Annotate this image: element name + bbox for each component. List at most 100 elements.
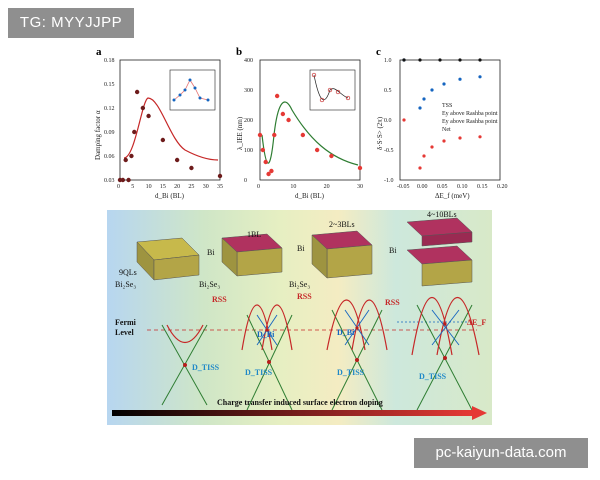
- bi-label-2: Bi: [207, 248, 215, 257]
- data-point: [442, 82, 446, 86]
- watermark-bottom: pc-kaiyun-data.com: [414, 438, 588, 468]
- data-point: [146, 113, 151, 119]
- data-point: [269, 168, 274, 174]
- stage-2-3bl: 2~3BLs: [329, 220, 355, 229]
- dtiss-label-2: D_TISS: [245, 368, 273, 377]
- y-tick-label: 0.12: [104, 106, 115, 112]
- data-point: [418, 58, 422, 62]
- fermi-label: Fermi: [115, 318, 136, 327]
- legend-ey1: Ey above Rashba point: [442, 111, 498, 117]
- dbi-label-2: D_Bi: [337, 328, 355, 337]
- dtiss-label-1: D_TISS: [192, 363, 220, 372]
- schematic-caption: Charge transfer induced surface electron…: [217, 398, 383, 407]
- x-tick-label: -0.05: [397, 184, 410, 190]
- x-tick-label: 20: [174, 184, 180, 190]
- y-tick-label: -0.5: [384, 148, 394, 154]
- data-point: [422, 97, 426, 101]
- data-point: [257, 132, 263, 138]
- bi-label-4: Bi: [389, 246, 397, 255]
- data-point: [126, 177, 131, 183]
- y-tick-label: 0.18: [104, 58, 115, 64]
- data-point: [260, 147, 266, 153]
- y-tick-label: 0.06: [104, 154, 115, 160]
- data-point: [272, 132, 277, 138]
- data-point: [280, 111, 286, 117]
- data-point: [442, 139, 446, 143]
- data-point: [402, 58, 406, 62]
- inset-a: [169, 69, 216, 111]
- panel-c-label: c: [376, 46, 381, 58]
- slab-stack-2: [221, 233, 283, 277]
- data-point: [478, 135, 482, 139]
- data-point: [438, 58, 442, 62]
- data-point: [286, 117, 291, 123]
- rss-label-2: RSS: [297, 292, 312, 301]
- bi-label-3: Bi: [297, 244, 305, 253]
- data-point: [132, 129, 137, 135]
- dbi-label-1: D_Bi: [257, 330, 275, 339]
- slab-stack-1: [136, 237, 200, 281]
- x-tick-label: 0.10: [457, 184, 468, 190]
- data-point: [123, 157, 128, 163]
- y-tick-label: 400: [244, 58, 253, 64]
- bi2se3-label-3: Bi₂Se₃: [289, 280, 311, 289]
- schematic-panel: 9QLs 1BL 2~3BLs 4~10BLs Bi₂Se₃ Bi₂Se₃ Bi…: [107, 210, 492, 425]
- slab-stack-3: [311, 230, 373, 279]
- doping-arrow: [112, 410, 472, 416]
- data-point: [266, 171, 271, 177]
- panel-a: a Damping factor α d_Bi (BL) 0 5 10 15 20 25 3…: [90, 40, 230, 205]
- data-point: [458, 58, 462, 62]
- panel-b-chart: λ_IEE (nm) d_Bi (BL) 0 10 20 30010020030040…: [236, 58, 363, 200]
- y-tick-label: 0.03: [104, 178, 115, 184]
- b-ylabel: λ_IEE (nm): [236, 116, 244, 150]
- x-tick-label: 25: [188, 184, 194, 190]
- x-tick-label: 5: [131, 184, 134, 190]
- y-tick-label: 0.09: [104, 130, 115, 136]
- data-point: [430, 88, 434, 92]
- dtiss-label-4: D_TISS: [419, 372, 447, 381]
- rss-label-3: RSS: [385, 298, 400, 307]
- data-point: [274, 93, 280, 99]
- x-tick-label: 0.05: [437, 184, 448, 190]
- panel-a-label: a: [96, 46, 102, 58]
- data-point: [430, 145, 434, 149]
- x-tick-label: 35: [217, 184, 223, 190]
- data-point: [418, 166, 422, 170]
- bi2se3-label-2: Bi₂Se₃: [199, 280, 221, 289]
- c-xlabel: ΔE_f (meV): [435, 192, 470, 200]
- data-point: [174, 157, 180, 163]
- panel-b: b λ_IEE (nm) d_Bi (BL) 0 10 20 30 0 100 200 300…: [230, 40, 370, 205]
- data-point: [458, 77, 462, 81]
- panel-c: c TSS Ey above Rashba point Ey above Ras…: [370, 40, 510, 205]
- watermark-top: TG: MYYJJPP: [8, 8, 134, 38]
- inset-b: [309, 69, 356, 111]
- slab-stack-4: [406, 217, 473, 287]
- delta-ef-label: ΔE_F: [467, 318, 487, 327]
- data-point: [120, 177, 126, 183]
- data-point: [217, 173, 223, 179]
- x-tick-label: 0.20: [497, 184, 508, 190]
- a-ylabel: Damping factor α: [94, 110, 102, 160]
- data-point: [357, 165, 363, 171]
- figure: a Damping factor α d_Bi (BL) 0 5 10 15 20 25 3…: [90, 40, 510, 440]
- data-point: [263, 159, 268, 165]
- legend-net: Net: [442, 127, 451, 133]
- y-tick-label: 1.0: [384, 58, 392, 64]
- c-ylabel: δ·S·S> (2π): [376, 116, 384, 150]
- y-tick-label: 200: [244, 118, 253, 124]
- data-point: [189, 165, 194, 171]
- stage-1bl: 1BL: [247, 230, 262, 239]
- legend-ey2: Ey above Rashba point: [442, 119, 498, 125]
- y-tick-label: 0.5: [384, 88, 392, 94]
- y-tick-label: -1.0: [384, 178, 394, 184]
- data-point: [329, 153, 334, 159]
- panel-c-chart: TSS Ey above Rashba point Ey above Rashb…: [376, 58, 508, 200]
- data-point: [300, 132, 306, 138]
- data-point: [422, 154, 426, 158]
- stage-4-10bl: 4~10BLs: [427, 210, 457, 219]
- y-tick-label: 300: [244, 88, 253, 94]
- y-tick-label: 0.0: [384, 118, 392, 124]
- data-point: [478, 75, 482, 79]
- data-point: [160, 137, 166, 143]
- x-tick-label: 30: [357, 184, 363, 190]
